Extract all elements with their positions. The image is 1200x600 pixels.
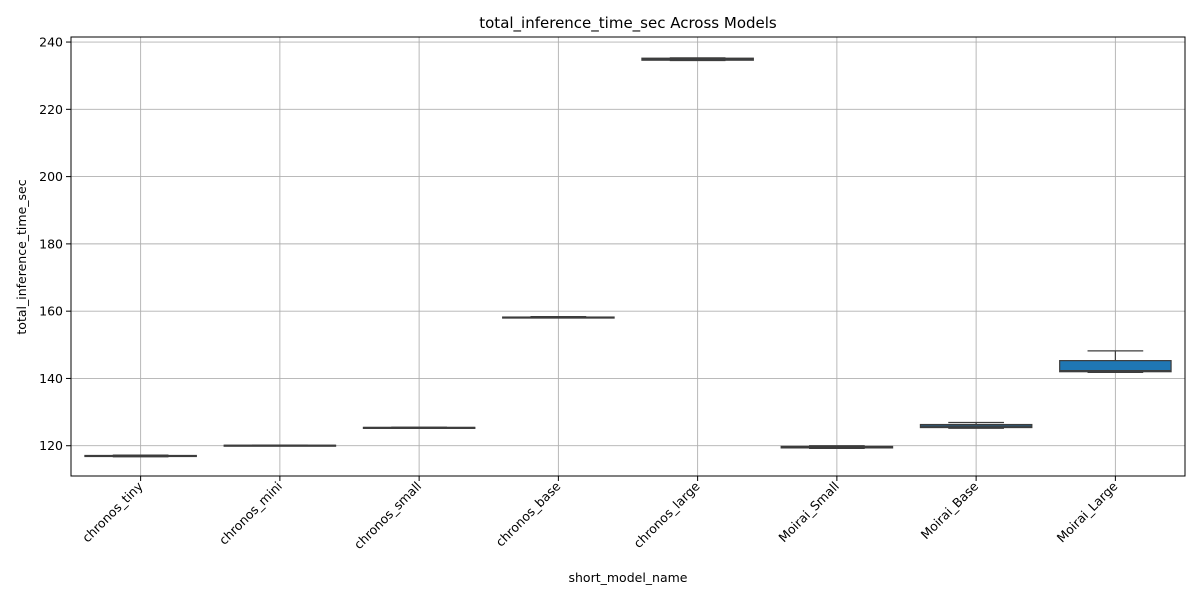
box-chronos_small	[362, 426, 476, 429]
y-tick-label: 140	[39, 371, 63, 386]
box-chronos_large	[641, 57, 754, 62]
y-tick-label: 200	[39, 169, 63, 184]
x-tick-label: Moirai_Large	[1054, 478, 1121, 545]
y-tick-label: 220	[39, 102, 63, 117]
y-tick-label: 160	[39, 304, 63, 319]
box-Moirai_Base	[919, 421, 1033, 429]
x-tick-label: chronos_small	[351, 479, 424, 552]
grid-lines	[71, 37, 1185, 476]
plot-frame	[70, 36, 1186, 477]
x-tick-label: Moirai_Small	[775, 479, 842, 546]
y-axis-ticks: 120 140 160 180 200 220 240	[39, 35, 71, 453]
box-Moirai_Small	[780, 445, 894, 450]
iqr-box	[1059, 360, 1172, 373]
box-Moirai_Large	[1059, 350, 1172, 373]
x-axis-ticks: chronos_tiny chronos_mini chronos_small chr…	[79, 476, 1121, 552]
y-tick-label: 240	[39, 35, 63, 50]
chart-title: total_inference_time_sec Across Models	[479, 14, 777, 33]
x-axis-label: short_model_name	[569, 570, 688, 585]
boxes	[84, 57, 1172, 458]
box-chronos_base	[502, 315, 615, 319]
x-tick-label: chronos_large	[630, 478, 703, 551]
x-tick-label: Moirai_Base	[918, 478, 982, 542]
box-chronos_tiny	[84, 454, 197, 458]
x-tick-label: chronos_mini	[216, 479, 285, 548]
x-tick-label: chronos_tiny	[79, 478, 146, 545]
box-chronos_mini	[223, 444, 337, 447]
y-tick-label: 120	[39, 438, 63, 453]
x-tick-label: chronos_base	[492, 478, 563, 549]
y-axis-label: total_inference_time_sec	[14, 179, 29, 334]
y-tick-label: 180	[39, 236, 63, 251]
